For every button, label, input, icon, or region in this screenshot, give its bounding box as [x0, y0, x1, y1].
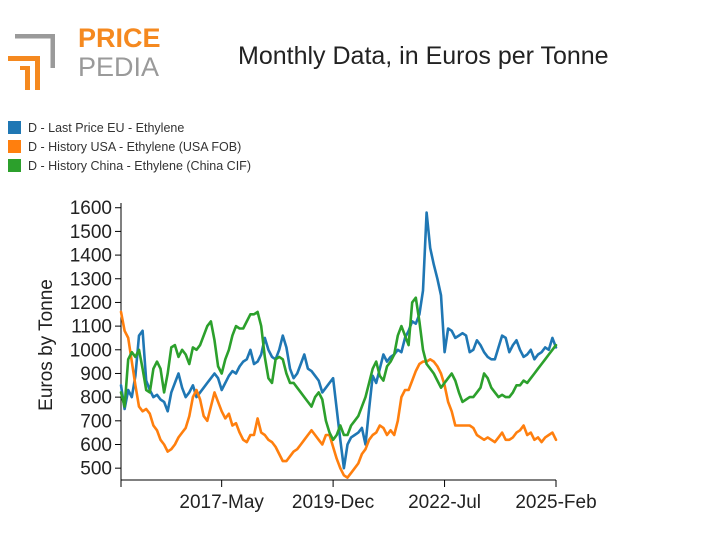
- legend-swatch-eu: [8, 121, 21, 134]
- legend-swatch-usa: [8, 140, 21, 153]
- y-tick-label: 700: [80, 411, 112, 432]
- y-tick-label: 500: [80, 459, 112, 480]
- legend-label-usa: D - History USA - Ethylene (USA FOB): [28, 139, 242, 154]
- y-tick-label: 800: [80, 388, 112, 409]
- y-tick-label: 1300: [70, 269, 112, 290]
- logo-text-pedia: PEDIA: [78, 52, 159, 82]
- y-tick-label: 1200: [70, 293, 112, 314]
- legend-item-eu[interactable]: D - Last Price EU - Ethylene: [8, 118, 251, 137]
- y-axis-label: Euros by Tonne: [36, 279, 57, 411]
- series-line-usa: [119, 310, 558, 479]
- x-axis: 2017-May 2019-Dec 2022-Jul 2025-Feb: [120, 479, 597, 513]
- x-tick-label: 2025-Feb: [515, 492, 596, 513]
- y-tick-label: 1400: [70, 246, 112, 267]
- logo-mark-icon: [8, 34, 55, 90]
- y-tick-label: 1500: [70, 222, 112, 243]
- series-layer: [119, 211, 558, 479]
- x-tick-label: 2022-Jul: [408, 492, 481, 513]
- series-line-china: [119, 296, 558, 442]
- chart-title: Monthly Data, in Euros per Tonne: [238, 42, 609, 70]
- x-tick-label: 2017-May: [179, 492, 264, 513]
- y-tick-label: 600: [80, 435, 112, 456]
- legend-item-china[interactable]: D - History China - Ethylene (China CIF): [8, 156, 251, 175]
- legend: D - Last Price EU - Ethylene D - History…: [8, 118, 251, 175]
- y-tick-label: 1600: [70, 198, 112, 219]
- legend-label-china: D - History China - Ethylene (China CIF): [28, 158, 251, 173]
- series-line-eu: [119, 211, 558, 470]
- legend-item-usa[interactable]: D - History USA - Ethylene (USA FOB): [8, 137, 251, 156]
- y-tick-label: 900: [80, 364, 112, 385]
- y-tick-label: 1100: [71, 317, 112, 338]
- x-tick-label: 2019-Dec: [292, 492, 374, 513]
- y-tick-label: 1000: [70, 340, 112, 361]
- logo-text-price: PRICE: [78, 23, 161, 53]
- legend-label-eu: D - Last Price EU - Ethylene: [28, 120, 185, 135]
- pricepedia-logo: PRICE PEDIA: [8, 23, 161, 90]
- legend-swatch-china: [8, 159, 21, 172]
